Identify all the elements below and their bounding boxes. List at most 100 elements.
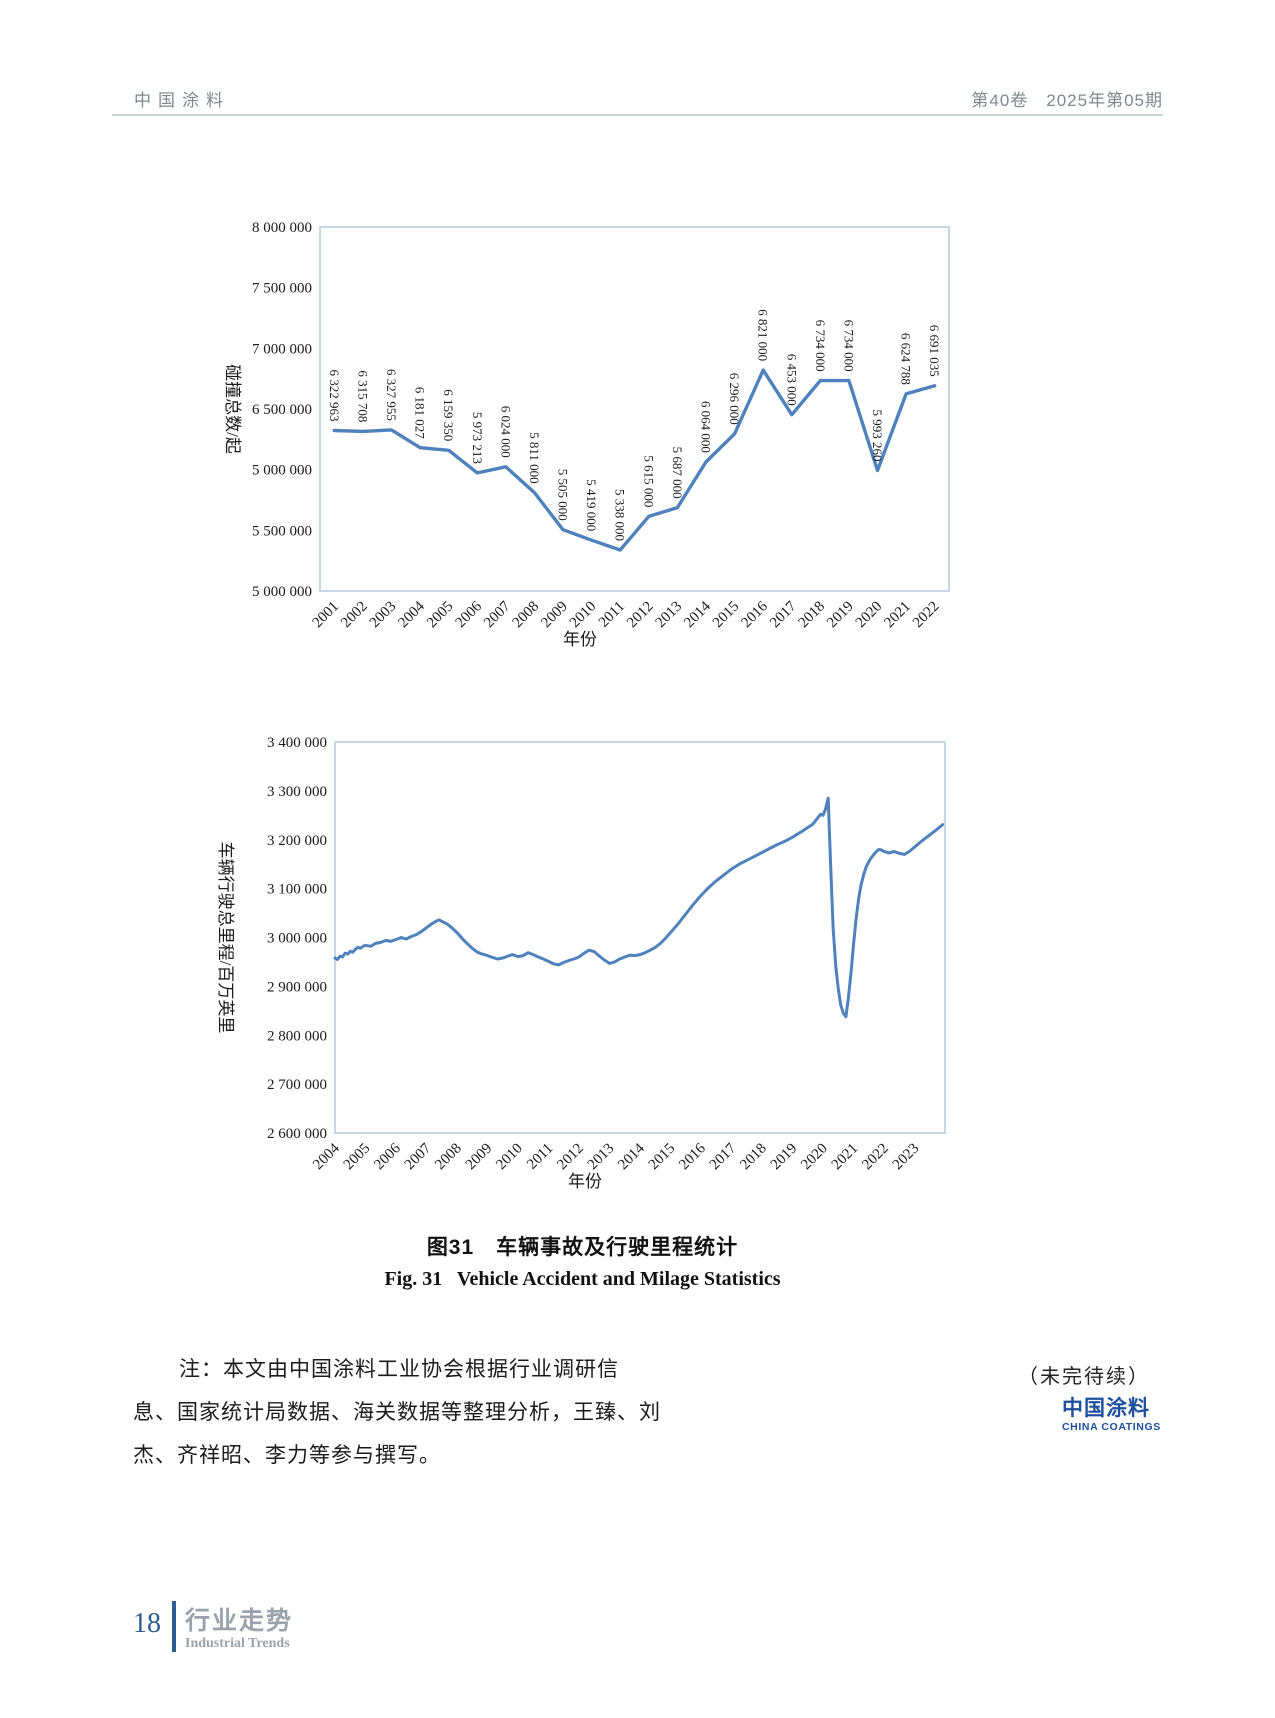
logo-text-cn: 中国涂料 <box>1062 1397 1150 1420</box>
plot-frame <box>319 226 950 592</box>
x-tick-label: 2021 <box>881 599 914 632</box>
y-axis-title: 车辆行驶总里程/百万英里 <box>216 842 235 1034</box>
y-tick-label: 2 800 000 <box>267 1028 327 1044</box>
x-axis-title: 年份 <box>568 1172 602 1191</box>
y-tick-label: 8 000 000 <box>252 220 312 236</box>
x-tick-label: 2016 <box>739 598 772 631</box>
footer-section-en: Industrial Trends <box>185 1636 290 1651</box>
note-line: 杰、齐祥昭、李力等参与撰写。 <box>133 1443 441 1467</box>
x-tick-label: 2020 <box>798 1141 831 1174</box>
x-tick-label: 2019 <box>768 1141 801 1174</box>
x-tick-label: 2016 <box>676 1140 709 1173</box>
accident-count-chart: 8 000 000 7 500 000 7 000 000 6 500 000 5 00… <box>223 220 950 649</box>
y-tick-label: 3 000 000 <box>267 931 327 947</box>
x-tick-label: 2021 <box>829 1141 862 1174</box>
data-label: 6 064 000 <box>699 401 714 453</box>
data-label: 5 993 260 <box>870 410 885 462</box>
data-label: 6 821 000 <box>756 309 771 361</box>
x-tick-label: 2008 <box>432 1141 465 1174</box>
data-label: 6 159 350 <box>441 389 456 441</box>
x-axis-ticks: 2004200520062007200820092010201120122013… <box>310 1140 922 1173</box>
to-be-continued: （未完待续） <box>1018 1366 1150 1388</box>
y-tick-label: 3 200 000 <box>267 833 327 849</box>
y-tick-label: 3 400 000 <box>267 735 327 751</box>
x-tick-label: 2018 <box>796 599 829 632</box>
page-number: 18 <box>133 1608 161 1639</box>
editors-note: 注：本文由中国涂料工业协会根据行业调研信 息、国家统计局数据、海关数据等整理分析… <box>133 1348 701 1477</box>
y-tick-label: 5 000 000 <box>252 463 312 479</box>
x-tick-label: 2005 <box>341 1141 374 1174</box>
y-axis-ticks: 8 000 000 7 500 000 7 000 000 6 500 000 5 00… <box>252 220 312 600</box>
y-axis-title: 碰撞总数/起 <box>223 364 242 454</box>
x-tick-label: 2012 <box>624 599 657 632</box>
x-tick-label: 2020 <box>853 599 886 632</box>
x-tick-label: 2019 <box>824 599 857 632</box>
x-tick-label: 2011 <box>596 599 628 631</box>
footer-divider <box>172 1601 176 1652</box>
data-label: 6 315 708 <box>355 370 370 422</box>
x-tick-label: 2017 <box>767 598 800 631</box>
x-tick-label: 2009 <box>463 1141 496 1174</box>
logo-text-en: CHINA COATINGS <box>1062 1421 1161 1433</box>
y-tick-label: 5 500 000 <box>252 523 312 539</box>
y-tick-label: 2 700 000 <box>267 1077 327 1093</box>
x-tick-label: 2006 <box>371 1140 404 1173</box>
data-label: 5 811 000 <box>527 432 542 484</box>
data-label: 6 734 000 <box>841 320 856 372</box>
data-label: 5 338 000 <box>613 489 628 541</box>
y-axis-ticks: 3 400 000 3 300 000 3 200 000 3 100 000 3 00… <box>267 735 327 1142</box>
y-tick-label: 5 000 000 <box>252 584 312 600</box>
data-label: 6 453 000 <box>784 354 799 406</box>
x-tick-label: 2007 <box>402 1140 435 1173</box>
y-tick-label: 3 300 000 <box>267 784 327 800</box>
data-label: 5 419 000 <box>584 479 599 531</box>
vehicle-mileage-chart: 3 400 000 3 300 000 3 200 000 3 100 000 3 00… <box>216 735 946 1191</box>
x-tick-label: 2009 <box>538 599 571 632</box>
x-tick-label: 2006 <box>453 598 486 631</box>
x-tick-label: 2018 <box>737 1141 770 1174</box>
x-tick-label: 2010 <box>567 599 600 632</box>
x-axis-ticks: 2001200220032004200520062007200820092010… <box>310 598 943 631</box>
y-tick-label: 2 900 000 <box>267 979 327 995</box>
x-tick-label: 2012 <box>554 1141 587 1174</box>
x-tick-label: 2017 <box>707 1140 740 1173</box>
x-tick-label: 2004 <box>395 598 428 631</box>
data-label: 6 327 955 <box>384 369 399 421</box>
vehicle-miles-traveled-group: 3 400 000 3 300 000 3 200 000 3 100 000 3 00… <box>216 735 946 1191</box>
x-tick-label: 2015 <box>646 1141 679 1174</box>
y-tick-label: 7 000 000 <box>252 341 312 357</box>
data-label: 6 322 963 <box>327 370 342 422</box>
x-tick-label: 2013 <box>585 1141 618 1174</box>
figure-caption-cn: 图31 车辆事故及行驶里程统计 <box>426 1236 739 1259</box>
y-tick-label: 7 500 000 <box>252 281 312 297</box>
x-tick-label: 2007 <box>481 598 514 631</box>
data-label: 6 691 035 <box>927 325 942 377</box>
note-line: 息、国家统计局数据、海关数据等整理分析，王臻、刘 <box>133 1400 661 1424</box>
issue-info: 第40卷 2025年第05期 <box>971 91 1163 110</box>
y-tick-label: 6 500 000 <box>252 402 312 418</box>
x-tick-label: 2014 <box>681 598 714 631</box>
x-tick-label: 2004 <box>310 1140 343 1173</box>
figure-caption-en: Fig. 31 Vehicle Accident and Milage Stat… <box>384 1268 781 1290</box>
y-tick-label: 3 100 000 <box>267 882 327 898</box>
y-tick-label: 2 600 000 <box>267 1126 327 1142</box>
journal-name: 中国涂料 <box>134 91 230 110</box>
data-labels: 6 322 963 6 315 708 6 327 955 6 181 027 6 15… <box>327 309 942 541</box>
data-label: 5 615 000 <box>641 455 656 507</box>
x-tick-label: 2001 <box>310 599 343 632</box>
x-tick-label: 2014 <box>615 1140 648 1173</box>
vehicle-miles-traveled-line <box>333 796 945 1019</box>
note-line: 注：本文由中国涂料工业协会根据行业调研信 <box>179 1357 619 1381</box>
x-tick-label: 2022 <box>859 1141 892 1174</box>
x-tick-label: 2023 <box>890 1141 923 1174</box>
x-tick-label: 2013 <box>653 599 686 632</box>
x-tick-label: 2002 <box>338 599 371 632</box>
x-axis-title: 年份 <box>563 630 597 649</box>
data-label: 6 624 788 <box>899 333 914 385</box>
x-tick-label: 2011 <box>524 1141 556 1173</box>
x-tick-label: 2010 <box>493 1141 526 1174</box>
x-tick-label: 2008 <box>510 599 543 632</box>
figure-caption: 图31 车辆事故及行驶里程统计 Fig. 31 Vehicle Accident… <box>205 1231 960 1291</box>
data-label: 6 181 027 <box>413 387 428 440</box>
